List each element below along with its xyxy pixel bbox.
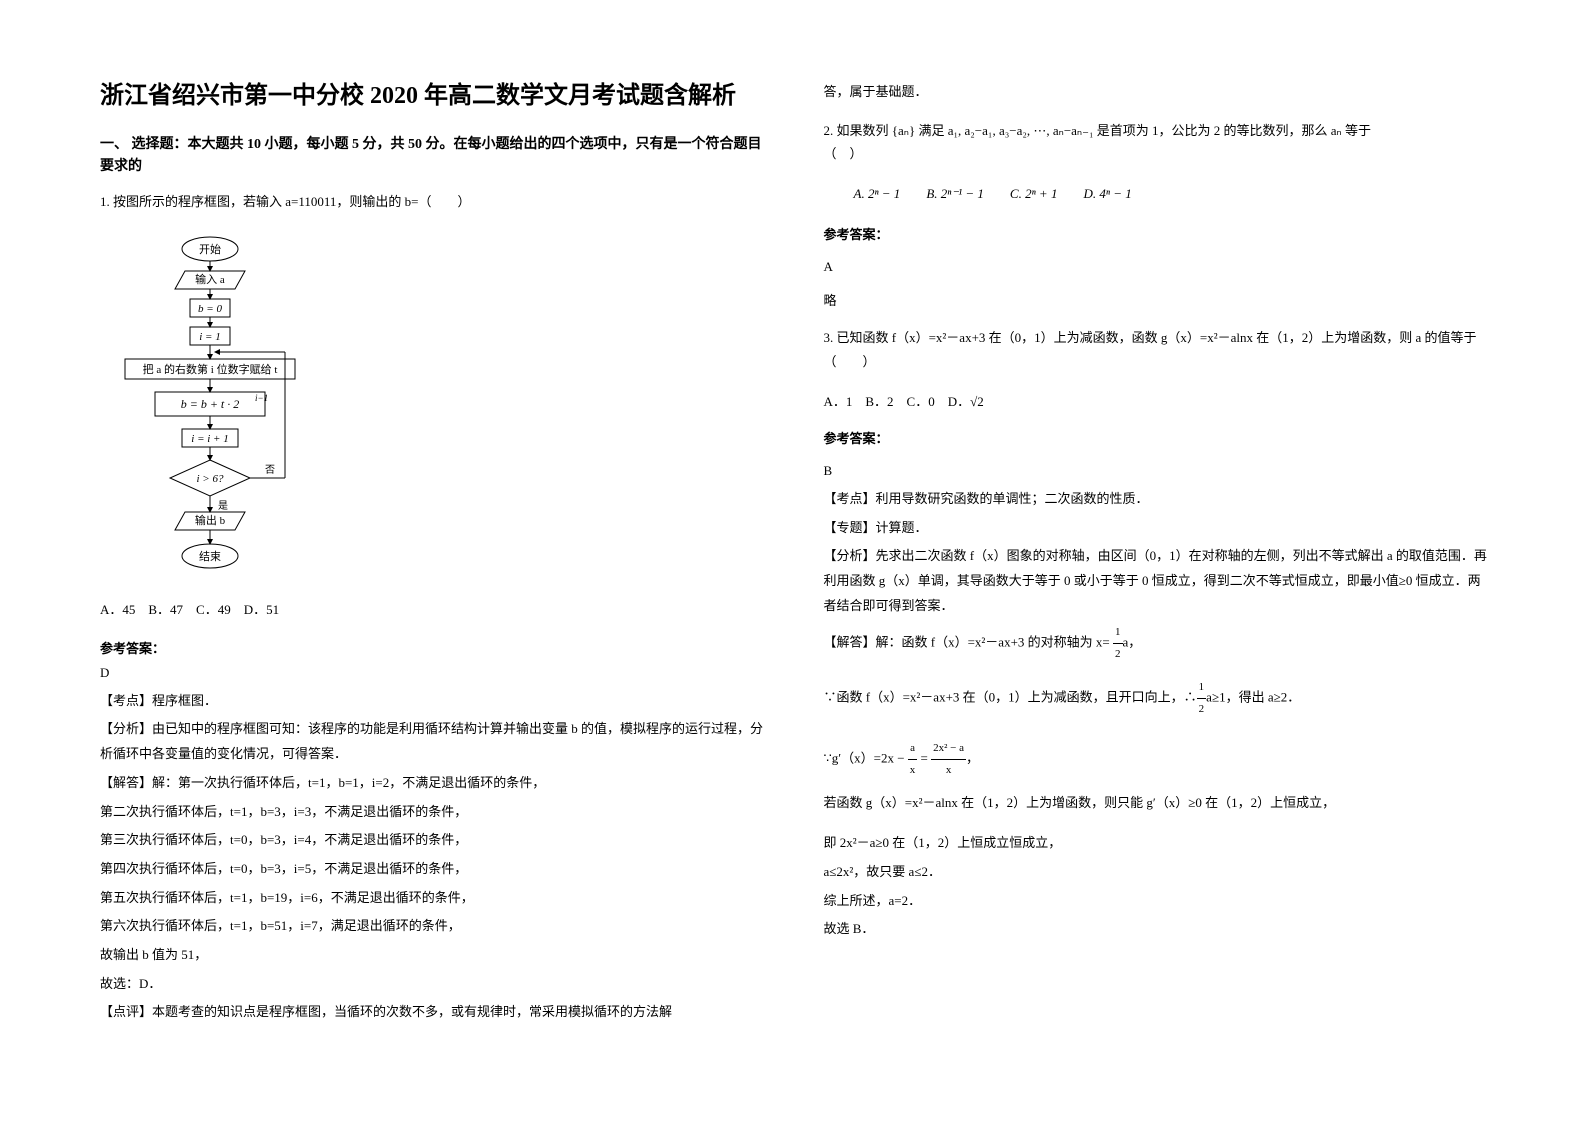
- q3-answer: B: [824, 463, 1488, 479]
- q2-exp: 略: [824, 289, 1488, 314]
- q1-exp5: 第三次执行循环体后，t=0，b=3，i=4，不满足退出循环的条件，: [100, 828, 764, 853]
- q2-text-seq: {aₙ}: [892, 123, 915, 138]
- q2-opta: A. 2ⁿ − 1: [854, 186, 901, 201]
- q1-exp3: 【解答】解：第一次执行循环体后，t=1，b=1，i=2，不满足退出循环的条件，: [100, 771, 764, 796]
- svg-text:否: 否: [265, 464, 275, 476]
- q3-exp1: 【考点】利用导数研究函数的单调性；二次函数的性质．: [824, 487, 1488, 512]
- q2-optc: C. 2ⁿ + 1: [1010, 186, 1058, 201]
- q3-options: A．1 B．2 C．0 D．√2: [824, 391, 1488, 410]
- q2-answer: A: [824, 259, 1488, 275]
- q3-exp7: 若函数 g（x）=x²－alnx 在（1，2）上为增函数，则只能 g′（x）≥0…: [824, 791, 1488, 816]
- q1-exp10: 故选：D．: [100, 972, 764, 997]
- svg-text:结束: 结束: [199, 550, 221, 563]
- q1-options: A．45 B．47 C．49 D．51: [100, 599, 764, 618]
- svg-text:i > 6?: i > 6?: [197, 473, 224, 485]
- svg-text:i = i + 1: i = i + 1: [191, 433, 228, 445]
- q1-answer: D: [100, 665, 764, 681]
- q3-exp8: 即 2x²－a≥0 在（1，2）上恒成立恒成立，: [824, 831, 1488, 856]
- svg-text:i−1: i−1: [255, 393, 268, 403]
- svg-text:输出 b: 输出 b: [195, 513, 226, 527]
- q3-exp2: 【专题】计算题．: [824, 516, 1488, 541]
- svg-text:i = 1: i = 1: [199, 331, 220, 343]
- q1-exp4: 第二次执行循环体后，t=1，b=3，i=3，不满足退出循环的条件，: [100, 800, 764, 825]
- svg-text:把 a 的右数第 i 位数字赋给 t: 把 a 的右数第 i 位数字赋给 t: [143, 362, 278, 376]
- right-column: 答，属于基础题． 2. 如果数列 {aₙ} 满足 a₁, a₂−a₁, a₃−a…: [824, 80, 1488, 1082]
- q3-exp6-prefix: ∵g′（x）=2x −: [824, 750, 908, 765]
- q3-exp4-suffix: a，: [1123, 635, 1142, 650]
- q1-exp6: 第四次执行循环体后，t=0，b=3，i=5，不满足退出循环的条件，: [100, 857, 764, 882]
- q3-exp4-prefix: 【解答】解：函数 f（x）=x²－ax+3 的对称轴为 x=: [824, 635, 1114, 650]
- q3-exp11: 故选 B．: [824, 917, 1488, 942]
- svg-text:b = b + t · 2: b = b + t · 2: [181, 397, 240, 411]
- q2-options: A. 2ⁿ − 1 B. 2ⁿ⁻¹ − 1 C. 2ⁿ + 1 D. 4ⁿ − …: [854, 183, 1488, 202]
- frac-2x2a: 2x² − ax: [931, 738, 966, 781]
- frac-half-a2: 12: [1197, 677, 1207, 720]
- q1-exp7: 第五次执行循环体后，t=1，b=19，i=6，不满足退出循环的条件，: [100, 886, 764, 911]
- q1-exp9: 故输出 b 值为 51，: [100, 943, 764, 968]
- q3-text: 3. 已知函数 f（x）=x²－ax+3 在（0，1）上为减函数，函数 g（x）…: [824, 326, 1488, 373]
- section-header: 一、 选择题：本大题共 10 小题，每小题 5 分，共 50 分。在每小题给出的…: [100, 134, 764, 179]
- frac-ax: ax: [908, 738, 918, 781]
- q3-exp5: ∵函数 f（x）=x²－ax+3 在（0，1）上为减函数，且开口向上，∴12a≥…: [824, 677, 1488, 720]
- q3-exp5-prefix: ∵函数 f（x）=x²－ax+3 在（0，1）上为减函数，且开口向上，∴: [824, 690, 1197, 705]
- svg-text:开始: 开始: [199, 242, 221, 256]
- q3-exp5-suffix: a≥1，得出 a≥2．: [1206, 690, 1300, 705]
- q3-exp4: 【解答】解：函数 f（x）=x²－ax+3 的对称轴为 x= 12a，: [824, 622, 1488, 665]
- q3-exp6-suffix: ，: [966, 750, 979, 765]
- q2-answer-label: 参考答案：: [824, 224, 1488, 243]
- q3-exp3: 【分析】先求出二次函数 f（x）图象的对称轴，由区间（0，1）在对称轴的左侧，列…: [824, 544, 1488, 618]
- q1-exp2: 【分析】由已知中的程序框图可知：该程序的功能是利用循环结构计算并输出变量 b 的…: [100, 717, 764, 766]
- q3-exp6: ∵g′（x）=2x − ax = 2x² − ax，: [824, 738, 1488, 781]
- q2-optb: B. 2ⁿ⁻¹ − 1: [926, 186, 984, 201]
- q1-exp1: 【考点】程序框图．: [100, 689, 764, 714]
- q1-answer-label: 参考答案：: [100, 638, 764, 657]
- q2-text: 2. 如果数列 {aₙ} 满足 a₁, a₂−a₁, a₃−a₂, ⋯, aₙ−…: [824, 119, 1488, 166]
- q2-text-mid: 满足 a₁, a₂−a₁, a₃−a₂, ⋯, aₙ−aₙ₋₁ 是首项为 1，公…: [824, 123, 1488, 161]
- svg-text:b = 0: b = 0: [198, 303, 222, 315]
- q1-exp8: 第六次执行循环体后，t=1，b=51，i=7，满足退出循环的条件，: [100, 914, 764, 939]
- q3-answer-label: 参考答案：: [824, 428, 1488, 447]
- q3-exp9: a≤2x²，故只要 a≤2．: [824, 860, 1488, 885]
- q2-text-prefix: 2. 如果数列: [824, 123, 892, 138]
- q3-exp10: 综上所述，a=2．: [824, 889, 1488, 914]
- q1-text: 1. 按图所示的程序框图，若输入 a=110011，则输出的 b=（ ）: [100, 190, 764, 213]
- col2-top: 答，属于基础题．: [824, 80, 1488, 105]
- q1-exp11: 【点评】本题考查的知识点是程序框图，当循环的次数不多，或有规律时，常采用模拟循环…: [100, 1000, 764, 1025]
- page-title: 浙江省绍兴市第一中分校 2020 年高二数学文月考试题含解析: [100, 80, 764, 114]
- q3-exp6-mid: =: [917, 750, 931, 765]
- svg-text:输入 a: 输入 a: [195, 272, 225, 286]
- left-column: 浙江省绍兴市第一中分校 2020 年高二数学文月考试题含解析 一、 选择题：本大…: [100, 80, 764, 1082]
- q2-optd: D. 4ⁿ − 1: [1083, 186, 1131, 201]
- flowchart-diagram: 开始 输入 a b = 0 i = 1 把 a 的右数第 i 位数字赋给 t b…: [110, 234, 310, 584]
- svg-text:是: 是: [218, 500, 228, 512]
- frac-half-a: 12: [1113, 622, 1123, 665]
